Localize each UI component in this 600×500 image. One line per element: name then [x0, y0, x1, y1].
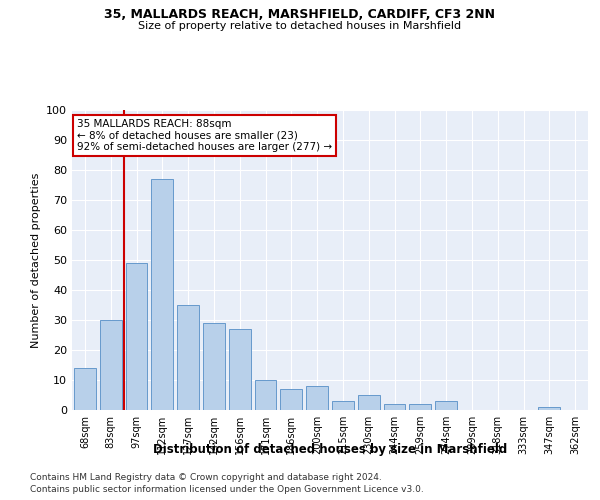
- Bar: [306, 386, 328, 410]
- Bar: [100, 320, 122, 410]
- Bar: [435, 401, 457, 410]
- Bar: [280, 389, 302, 410]
- Text: 35, MALLARDS REACH, MARSHFIELD, CARDIFF, CF3 2NN: 35, MALLARDS REACH, MARSHFIELD, CARDIFF,…: [104, 8, 496, 20]
- Bar: [332, 401, 354, 410]
- Bar: [151, 179, 173, 410]
- Text: Size of property relative to detached houses in Marshfield: Size of property relative to detached ho…: [139, 21, 461, 31]
- Bar: [177, 305, 199, 410]
- Bar: [125, 263, 148, 410]
- Text: Distribution of detached houses by size in Marshfield: Distribution of detached houses by size …: [153, 442, 507, 456]
- Bar: [229, 329, 251, 410]
- Bar: [203, 323, 225, 410]
- Bar: [358, 395, 380, 410]
- Text: Contains HM Land Registry data © Crown copyright and database right 2024.: Contains HM Land Registry data © Crown c…: [30, 472, 382, 482]
- Bar: [254, 380, 277, 410]
- Bar: [538, 407, 560, 410]
- Text: 35 MALLARDS REACH: 88sqm
← 8% of detached houses are smaller (23)
92% of semi-de: 35 MALLARDS REACH: 88sqm ← 8% of detache…: [77, 119, 332, 152]
- Y-axis label: Number of detached properties: Number of detached properties: [31, 172, 41, 348]
- Text: Contains public sector information licensed under the Open Government Licence v3: Contains public sector information licen…: [30, 485, 424, 494]
- Bar: [409, 404, 431, 410]
- Bar: [383, 404, 406, 410]
- Bar: [74, 368, 96, 410]
